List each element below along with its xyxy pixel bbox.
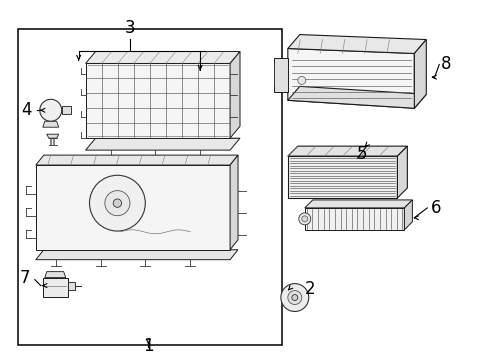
Circle shape (113, 199, 122, 207)
Polygon shape (304, 208, 404, 230)
Circle shape (104, 190, 130, 216)
Polygon shape (47, 134, 59, 138)
Polygon shape (85, 63, 229, 138)
Polygon shape (287, 49, 413, 108)
Polygon shape (36, 155, 238, 165)
Text: 2: 2 (304, 280, 314, 298)
Polygon shape (85, 51, 240, 63)
Circle shape (298, 213, 310, 225)
Polygon shape (413, 40, 426, 108)
Polygon shape (61, 106, 71, 114)
Polygon shape (287, 86, 426, 108)
Text: 4: 4 (21, 101, 32, 119)
Polygon shape (287, 146, 407, 156)
Polygon shape (287, 35, 426, 54)
Text: 1: 1 (143, 337, 153, 355)
Polygon shape (287, 156, 397, 198)
Text: 6: 6 (430, 199, 441, 217)
Polygon shape (36, 165, 229, 250)
Polygon shape (67, 282, 75, 289)
Bar (18, 28, 281, 345)
Polygon shape (45, 272, 65, 278)
Polygon shape (397, 146, 407, 198)
Text: 7: 7 (20, 269, 30, 287)
Circle shape (291, 294, 297, 301)
Polygon shape (42, 121, 59, 127)
Polygon shape (85, 138, 240, 150)
Polygon shape (404, 200, 411, 230)
Circle shape (280, 284, 308, 311)
Polygon shape (229, 155, 238, 250)
Polygon shape (304, 200, 411, 208)
Circle shape (301, 216, 307, 222)
Text: 3: 3 (125, 19, 136, 37)
Text: 5: 5 (356, 145, 366, 163)
Polygon shape (42, 278, 67, 297)
Circle shape (89, 175, 145, 231)
Circle shape (40, 99, 61, 121)
Polygon shape (36, 250, 238, 260)
Circle shape (287, 291, 301, 305)
Circle shape (297, 76, 305, 84)
Text: 8: 8 (440, 55, 451, 73)
Polygon shape (229, 51, 240, 138)
Polygon shape (273, 58, 287, 92)
